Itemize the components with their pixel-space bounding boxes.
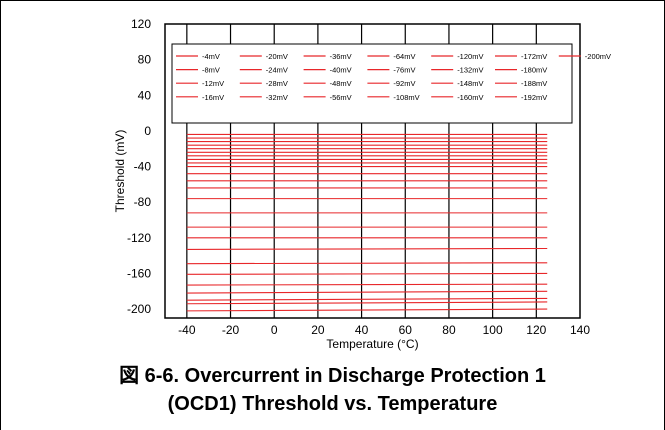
- x-tick-label: -20: [222, 323, 240, 337]
- legend-label: -132mV: [457, 66, 483, 75]
- x-tick-label: 0: [271, 323, 278, 337]
- legend-label: -16mV: [202, 93, 224, 102]
- legend-label: -32mV: [266, 93, 288, 102]
- x-tick-label: 60: [399, 323, 413, 337]
- x-tick-label: 40: [355, 323, 369, 337]
- legend-label: -92mV: [393, 79, 415, 88]
- series-line: [186, 262, 548, 265]
- legend-label: -48mV: [330, 79, 352, 88]
- legend-label: -172mV: [521, 52, 547, 61]
- series-line: [186, 290, 548, 294]
- chart: -40 -20 0 20 40 60 80 100 120 140-200-160-120-80-…: [113, 17, 611, 351]
- series-lines: [186, 133, 548, 312]
- legend-label: -24mV: [266, 66, 288, 75]
- series-line: [186, 297, 548, 301]
- series-line: [186, 301, 548, 305]
- legend: -4mV -8mV -12mV -16mV -20mV -24mV -28mV -32mV -3…: [171, 43, 611, 124]
- legend-label: -4mV: [202, 52, 220, 61]
- x-tick-label: 100: [483, 323, 503, 337]
- legend-label: -180mV: [521, 66, 547, 75]
- plot-border: [164, 23, 581, 319]
- y-tick-label: -40: [134, 160, 152, 174]
- legend-label: -12mV: [202, 79, 224, 88]
- legend-label: -160mV: [457, 93, 483, 102]
- legend-label: -192mV: [521, 93, 547, 102]
- x-tick-label: 80: [442, 323, 456, 337]
- caption-line-2: (OCD1) Threshold vs. Temperature: [167, 393, 498, 415]
- x-tick-label: 120: [526, 323, 546, 337]
- series-line: [186, 308, 548, 312]
- y-axis-title: Threshold (mV): [113, 130, 127, 213]
- y-tick-label: 40: [138, 88, 152, 102]
- y-tick-label: -80: [134, 195, 152, 209]
- y-tick-label: -120: [127, 231, 151, 245]
- legend-label: -64mV: [393, 52, 415, 61]
- y-tick-label: 120: [131, 17, 151, 31]
- legend-label: -36mV: [330, 52, 352, 61]
- x-tick-label: -40: [178, 323, 196, 337]
- legend-label: -148mV: [457, 79, 483, 88]
- x-tick-label: 140: [570, 323, 590, 337]
- x-tick-label: 20: [311, 323, 325, 337]
- legend-label: -188mV: [521, 79, 547, 88]
- legend-label: -200mV: [585, 52, 611, 61]
- legend-label: -40mV: [330, 66, 352, 75]
- y-tick-label: -160: [127, 266, 151, 280]
- legend-label: -28mV: [266, 79, 288, 88]
- y-tick-label: 0: [144, 124, 151, 138]
- legend-label: -56mV: [330, 93, 352, 102]
- legend-label: -20mV: [266, 52, 288, 61]
- legend-label: -76mV: [393, 66, 415, 75]
- series-line: [186, 272, 548, 275]
- caption-line-1: 図 6-6. Overcurrent in Discharge Protecti…: [119, 365, 546, 387]
- legend-label: -8mV: [202, 66, 220, 75]
- series-line: [186, 247, 548, 250]
- y-tick-label: -200: [127, 302, 151, 316]
- axis-ticks: -40 -20 0 20 40 60 80 100 120 140-200-160-120-80-…: [127, 17, 590, 337]
- x-axis-title: Temperature (°C): [326, 337, 418, 351]
- legend-label: -108mV: [393, 93, 419, 102]
- series-line: [186, 283, 548, 286]
- figure-caption: 図 6-6. Overcurrent in Discharge Protecti…: [0, 362, 665, 418]
- y-tick-label: 80: [138, 53, 152, 67]
- legend-label: -120mV: [457, 52, 483, 61]
